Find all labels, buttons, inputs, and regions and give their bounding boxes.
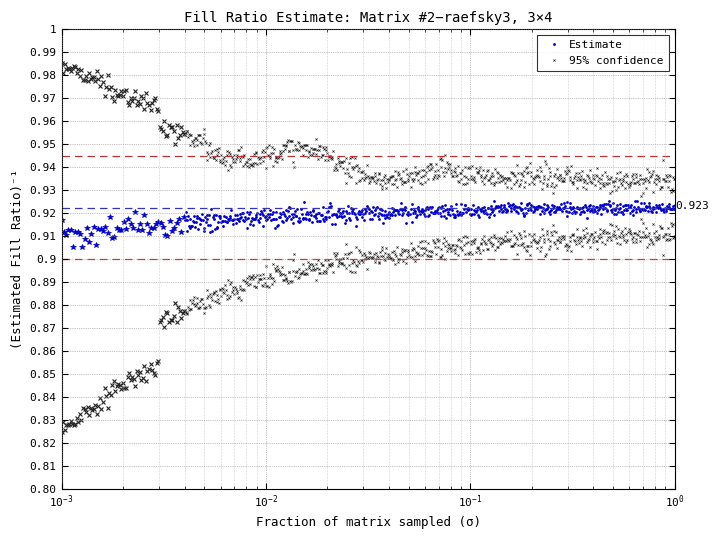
Line: 95% confidence: 95% confidence	[184, 128, 676, 197]
Estimate	[490, 198, 499, 204]
X-axis label: Fraction of matrix sampled (σ): Fraction of matrix sampled (σ)	[256, 516, 481, 529]
Estimate	[587, 207, 595, 214]
95% confidence	[636, 193, 645, 199]
95% confidence	[181, 132, 189, 138]
Estimate	[670, 202, 679, 208]
Estimate	[206, 228, 215, 235]
95% confidence	[202, 157, 211, 163]
95% confidence	[297, 143, 306, 150]
95% confidence	[670, 176, 679, 182]
95% confidence	[586, 167, 595, 173]
95% confidence	[465, 164, 474, 170]
Estimate	[297, 211, 306, 217]
Estimate	[490, 212, 498, 218]
Estimate	[666, 206, 675, 212]
Line: Estimate: Estimate	[184, 199, 676, 233]
95% confidence	[199, 126, 208, 132]
95% confidence	[666, 173, 675, 179]
Estimate	[181, 217, 189, 224]
Estimate	[202, 219, 210, 226]
Estimate	[465, 206, 474, 212]
Legend: Estimate, 95% confidence: Estimate, 95% confidence	[537, 35, 670, 71]
95% confidence	[490, 181, 498, 188]
Title: Fill Ratio Estimate: Matrix #2−raefsky3, 3×4: Fill Ratio Estimate: Matrix #2−raefsky3,…	[184, 11, 552, 25]
Y-axis label: (Estimated Fill Ratio)⁻¹: (Estimated Fill Ratio)⁻¹	[11, 169, 24, 349]
Text: 0.923: 0.923	[675, 201, 709, 211]
